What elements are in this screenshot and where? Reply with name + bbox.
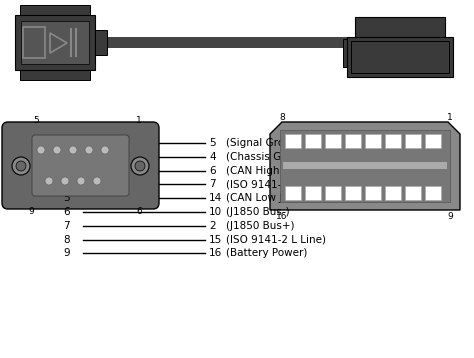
Bar [325, 134, 341, 148]
Bar [305, 186, 321, 200]
Bar [95, 37, 355, 48]
Bar [283, 162, 447, 169]
Text: 5: 5 [33, 116, 39, 125]
Bar [405, 134, 421, 148]
Bar [285, 134, 301, 148]
Text: 10: 10 [209, 207, 222, 217]
Bar [20, 5, 90, 15]
Text: (J1850 Bus+): (J1850 Bus+) [226, 221, 294, 231]
Text: (J1850 Bus-): (J1850 Bus-) [226, 207, 290, 217]
Text: 7: 7 [209, 179, 216, 189]
Text: (ISO 9141-2 L Line): (ISO 9141-2 L Line) [226, 234, 326, 245]
Text: 6: 6 [136, 207, 142, 216]
Bar [343, 39, 357, 67]
Bar [355, 17, 445, 47]
Text: (Chassis Ground): (Chassis Ground) [226, 152, 316, 162]
Text: (ISO 9141-2 K Line): (ISO 9141-2 K Line) [226, 179, 327, 189]
Circle shape [85, 146, 93, 154]
Text: 5: 5 [64, 193, 70, 203]
FancyBboxPatch shape [32, 135, 129, 196]
Text: 9: 9 [28, 207, 34, 216]
Text: 14: 14 [209, 193, 222, 203]
Bar [365, 186, 382, 200]
Circle shape [45, 177, 53, 185]
Text: 1: 1 [447, 112, 453, 121]
Bar [345, 186, 361, 200]
Circle shape [16, 161, 26, 171]
Bar [280, 130, 450, 202]
Text: (CAN High (J-2284): (CAN High (J-2284) [226, 166, 324, 176]
Text: 1: 1 [64, 138, 70, 148]
Text: 9: 9 [447, 212, 453, 221]
Text: 3: 3 [64, 166, 70, 176]
Text: 4: 4 [64, 179, 70, 189]
Bar [15, 15, 95, 70]
Circle shape [131, 157, 149, 175]
Bar [345, 134, 361, 148]
Bar [20, 70, 90, 80]
Bar [347, 37, 453, 77]
Circle shape [53, 146, 61, 154]
Circle shape [93, 177, 101, 185]
Text: 16: 16 [209, 248, 222, 258]
Bar [23, 27, 45, 58]
Text: 8: 8 [279, 112, 285, 121]
Bar [405, 186, 421, 200]
Bar [351, 41, 449, 73]
Text: 9: 9 [64, 248, 70, 258]
Bar [385, 134, 401, 148]
FancyBboxPatch shape [2, 122, 159, 209]
Bar [425, 134, 441, 148]
Bar [425, 186, 441, 200]
Text: 1: 1 [136, 116, 142, 125]
Bar [325, 186, 341, 200]
Text: (Battery Power): (Battery Power) [226, 248, 307, 258]
Text: (Signal Ground): (Signal Ground) [226, 138, 308, 148]
Polygon shape [270, 122, 460, 210]
Circle shape [135, 161, 145, 171]
Circle shape [101, 146, 109, 154]
Text: 6: 6 [64, 207, 70, 217]
Text: (CAN Low J-2284): (CAN Low J-2284) [226, 193, 316, 203]
Bar [385, 186, 401, 200]
Text: 7: 7 [64, 221, 70, 231]
Bar [305, 134, 321, 148]
Bar [95, 30, 107, 55]
Text: 2: 2 [209, 221, 216, 231]
Circle shape [37, 146, 45, 154]
Bar [285, 186, 301, 200]
Text: 5: 5 [209, 138, 216, 148]
Circle shape [61, 177, 69, 185]
Circle shape [69, 146, 77, 154]
Bar [365, 134, 382, 148]
Text: 4: 4 [209, 152, 216, 162]
Text: 16: 16 [276, 212, 288, 221]
Circle shape [12, 157, 30, 175]
Text: 8: 8 [64, 234, 70, 245]
Text: 6: 6 [209, 166, 216, 176]
Text: 2: 2 [64, 152, 70, 162]
Circle shape [77, 177, 85, 185]
Bar [21, 21, 89, 64]
Text: 15: 15 [209, 234, 222, 245]
